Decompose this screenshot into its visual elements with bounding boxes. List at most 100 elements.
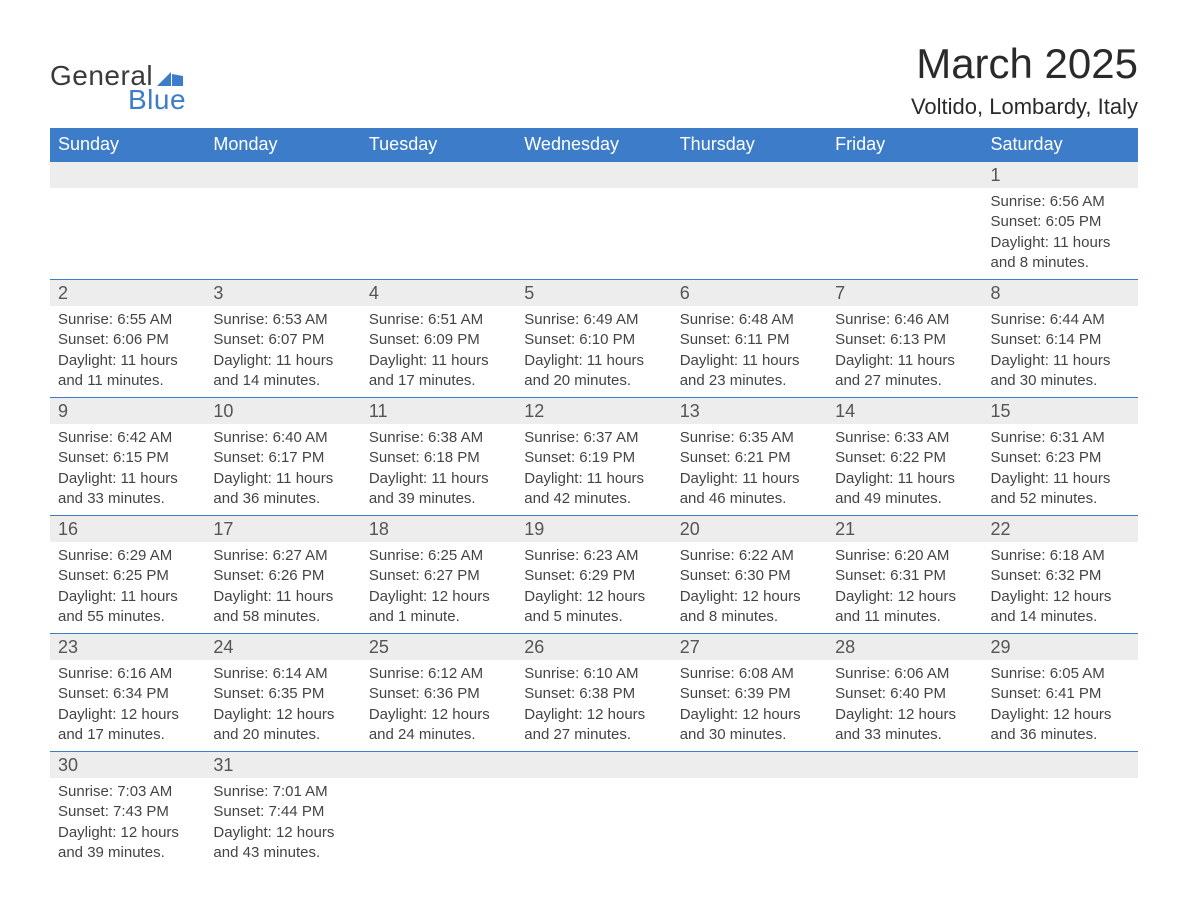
day-number-cell: 24 [205,634,360,661]
daylight-line: Daylight: 11 hours and 49 minutes. [835,469,974,510]
day-number-cell: 8 [983,280,1138,307]
day-detail-cell: Sunrise: 6:49 AMSunset: 6:10 PMDaylight:… [516,306,671,398]
day-number-cell: 20 [672,516,827,543]
daynum-row: 23242526272829 [50,634,1138,661]
day-number-cell: 25 [361,634,516,661]
day-detail-cell: Sunrise: 6:23 AMSunset: 6:29 PMDaylight:… [516,542,671,634]
sunset-line: Sunset: 7:44 PM [213,802,352,822]
sunrise-line: Sunrise: 7:03 AM [58,782,197,802]
day-number-cell: 21 [827,516,982,543]
detail-row: Sunrise: 7:03 AMSunset: 7:43 PMDaylight:… [50,778,1138,869]
daylight-line: Daylight: 11 hours and 46 minutes. [680,469,819,510]
daylight-line: Daylight: 11 hours and 55 minutes. [58,587,197,628]
sunrise-line: Sunrise: 6:16 AM [58,664,197,684]
sunrise-line: Sunrise: 7:01 AM [213,782,352,802]
weekday-header: Saturday [983,128,1138,162]
day-detail-cell: Sunrise: 6:05 AMSunset: 6:41 PMDaylight:… [983,660,1138,752]
sunset-line: Sunset: 6:14 PM [991,330,1130,350]
daylight-line: Daylight: 11 hours and 14 minutes. [213,351,352,392]
day-number-cell: 11 [361,398,516,425]
sunrise-line: Sunrise: 6:35 AM [680,428,819,448]
day-detail-cell: Sunrise: 6:55 AMSunset: 6:06 PMDaylight:… [50,306,205,398]
sunset-line: Sunset: 6:29 PM [524,566,663,586]
sunrise-line: Sunrise: 6:10 AM [524,664,663,684]
sunset-line: Sunset: 6:34 PM [58,684,197,704]
daylight-line: Daylight: 11 hours and 20 minutes. [524,351,663,392]
day-number-cell: 14 [827,398,982,425]
daylight-line: Daylight: 11 hours and 52 minutes. [991,469,1130,510]
day-detail-cell: Sunrise: 6:08 AMSunset: 6:39 PMDaylight:… [672,660,827,752]
day-detail-cell: Sunrise: 6:44 AMSunset: 6:14 PMDaylight:… [983,306,1138,398]
daylight-line: Daylight: 12 hours and 11 minutes. [835,587,974,628]
day-number-cell: 15 [983,398,1138,425]
day-number-cell: 22 [983,516,1138,543]
day-detail-cell: Sunrise: 6:53 AMSunset: 6:07 PMDaylight:… [205,306,360,398]
sunset-line: Sunset: 6:05 PM [991,212,1130,232]
daylight-line: Daylight: 11 hours and 39 minutes. [369,469,508,510]
day-number-cell [672,752,827,779]
daylight-line: Daylight: 12 hours and 30 minutes. [680,705,819,746]
daylight-line: Daylight: 11 hours and 58 minutes. [213,587,352,628]
sunset-line: Sunset: 6:40 PM [835,684,974,704]
sunrise-line: Sunrise: 6:18 AM [991,546,1130,566]
sunset-line: Sunset: 6:09 PM [369,330,508,350]
sunrise-line: Sunrise: 6:33 AM [835,428,974,448]
day-number-cell: 3 [205,280,360,307]
day-detail-cell: Sunrise: 6:12 AMSunset: 6:36 PMDaylight:… [361,660,516,752]
sunset-line: Sunset: 6:23 PM [991,448,1130,468]
day-detail-cell [827,188,982,280]
day-detail-cell [205,188,360,280]
day-number-cell: 26 [516,634,671,661]
sunrise-line: Sunrise: 6:53 AM [213,310,352,330]
sunrise-line: Sunrise: 6:25 AM [369,546,508,566]
sunrise-line: Sunrise: 6:55 AM [58,310,197,330]
day-detail-cell: Sunrise: 7:01 AMSunset: 7:44 PMDaylight:… [205,778,360,869]
day-detail-cell: Sunrise: 6:25 AMSunset: 6:27 PMDaylight:… [361,542,516,634]
daynum-row: 1 [50,162,1138,189]
day-number-cell [361,752,516,779]
sunset-line: Sunset: 6:22 PM [835,448,974,468]
daylight-line: Daylight: 12 hours and 5 minutes. [524,587,663,628]
day-number-cell: 1 [983,162,1138,189]
day-detail-cell: Sunrise: 7:03 AMSunset: 7:43 PMDaylight:… [50,778,205,869]
sunrise-line: Sunrise: 6:38 AM [369,428,508,448]
location: Voltido, Lombardy, Italy [911,94,1138,120]
day-number-cell [361,162,516,189]
day-number-cell [516,752,671,779]
sunset-line: Sunset: 6:25 PM [58,566,197,586]
daylight-line: Daylight: 11 hours and 23 minutes. [680,351,819,392]
daylight-line: Daylight: 12 hours and 27 minutes. [524,705,663,746]
daylight-line: Daylight: 12 hours and 17 minutes. [58,705,197,746]
daynum-row: 16171819202122 [50,516,1138,543]
sunrise-line: Sunrise: 6:56 AM [991,192,1130,212]
sunrise-line: Sunrise: 6:29 AM [58,546,197,566]
day-detail-cell: Sunrise: 6:16 AMSunset: 6:34 PMDaylight:… [50,660,205,752]
sunrise-line: Sunrise: 6:49 AM [524,310,663,330]
day-number-cell: 17 [205,516,360,543]
day-number-cell: 10 [205,398,360,425]
day-detail-cell: Sunrise: 6:27 AMSunset: 6:26 PMDaylight:… [205,542,360,634]
sunset-line: Sunset: 6:10 PM [524,330,663,350]
day-detail-cell: Sunrise: 6:31 AMSunset: 6:23 PMDaylight:… [983,424,1138,516]
sunset-line: Sunset: 6:35 PM [213,684,352,704]
daylight-line: Daylight: 12 hours and 33 minutes. [835,705,974,746]
sunrise-line: Sunrise: 6:31 AM [991,428,1130,448]
day-detail-cell: Sunrise: 6:29 AMSunset: 6:25 PMDaylight:… [50,542,205,634]
sunrise-line: Sunrise: 6:40 AM [213,428,352,448]
day-number-cell: 27 [672,634,827,661]
day-detail-cell: Sunrise: 6:35 AMSunset: 6:21 PMDaylight:… [672,424,827,516]
sunset-line: Sunset: 6:17 PM [213,448,352,468]
daylight-line: Daylight: 11 hours and 8 minutes. [991,233,1130,274]
day-detail-cell [361,778,516,869]
header: General Blue March 2025 Voltido, Lombard… [50,40,1138,120]
logo-text-blue: Blue [128,84,186,116]
sunset-line: Sunset: 6:32 PM [991,566,1130,586]
daylight-line: Daylight: 12 hours and 43 minutes. [213,823,352,864]
day-number-cell: 31 [205,752,360,779]
weekday-header: Thursday [672,128,827,162]
sunrise-line: Sunrise: 6:44 AM [991,310,1130,330]
sunrise-line: Sunrise: 6:37 AM [524,428,663,448]
day-detail-cell [672,188,827,280]
daylight-line: Daylight: 12 hours and 1 minute. [369,587,508,628]
sunrise-line: Sunrise: 6:14 AM [213,664,352,684]
